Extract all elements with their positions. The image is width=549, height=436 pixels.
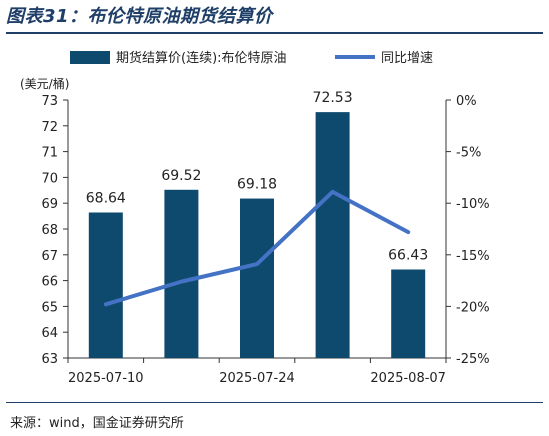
y-right-tick-label: -10% xyxy=(456,197,490,212)
y-left-tick-label: 64 xyxy=(41,326,58,341)
bar-data-label: 69.18 xyxy=(237,177,277,193)
source-note: 来源：wind，国金证券研究所 xyxy=(10,416,184,431)
bar xyxy=(240,198,274,358)
bar-data-label: 72.53 xyxy=(313,90,353,106)
y-left-tick-label: 63 xyxy=(41,352,58,367)
y-left-tick-label: 68 xyxy=(41,223,58,238)
y-left-unit-label: (美元/桶) xyxy=(20,76,69,91)
chart: 期货结算价(连续):布伦特原油 同比增速 (美元/桶) 6364656667686… xyxy=(20,50,490,386)
y-right-tick-label: 0% xyxy=(456,94,477,109)
y-left-tick-label: 72 xyxy=(41,120,58,135)
bar-labels: 68.64 69.52 69.18 72.53 66.43 xyxy=(86,90,428,263)
bar xyxy=(88,212,123,358)
x-tick-label: 2025-07-24 xyxy=(219,371,295,386)
y-right-tick-label: -20% xyxy=(456,300,490,315)
y-left-tick-label: 73 xyxy=(41,94,58,109)
bar-data-label: 69.52 xyxy=(161,168,201,184)
y-right-tick-label: -5% xyxy=(456,146,481,161)
y-left-tick-label: 65 xyxy=(41,300,58,315)
source-rule xyxy=(6,402,543,403)
legend-line-label: 同比增速 xyxy=(381,51,433,66)
figure-title: 图表31：布伦特原油期货结算价 xyxy=(6,6,273,27)
legend-bar-label: 期货结算价(连续):布伦特原油 xyxy=(116,50,287,66)
y-left-tick-label: 66 xyxy=(41,275,58,290)
legend-bar-swatch xyxy=(70,51,110,64)
y-left-tick-label: 67 xyxy=(41,249,58,264)
legend: 期货结算价(连续):布伦特原油 同比增速 xyxy=(70,50,433,66)
y-right-tick-label: -25% xyxy=(456,352,490,367)
y-right-tick-label: -15% xyxy=(456,249,490,264)
bars xyxy=(88,112,426,358)
bar xyxy=(391,269,426,358)
axes: 63 64 65 66 67 68 69 70 71 72 73 0% -5% -10% -15% -20% -… xyxy=(41,94,489,386)
bar xyxy=(315,112,350,358)
y-left-tick-label: 70 xyxy=(41,171,58,186)
y-left-tick-label: 69 xyxy=(41,197,58,212)
line-series xyxy=(103,189,411,307)
bar xyxy=(164,189,199,358)
title-rule xyxy=(6,32,543,34)
y-left-tick-label: 71 xyxy=(41,146,58,161)
x-tick-label: 2025-07-10 xyxy=(68,371,144,386)
bar-data-label: 66.43 xyxy=(388,248,428,264)
x-tick-label: 2025-08-07 xyxy=(370,371,446,386)
bar-data-label: 68.64 xyxy=(86,190,126,206)
